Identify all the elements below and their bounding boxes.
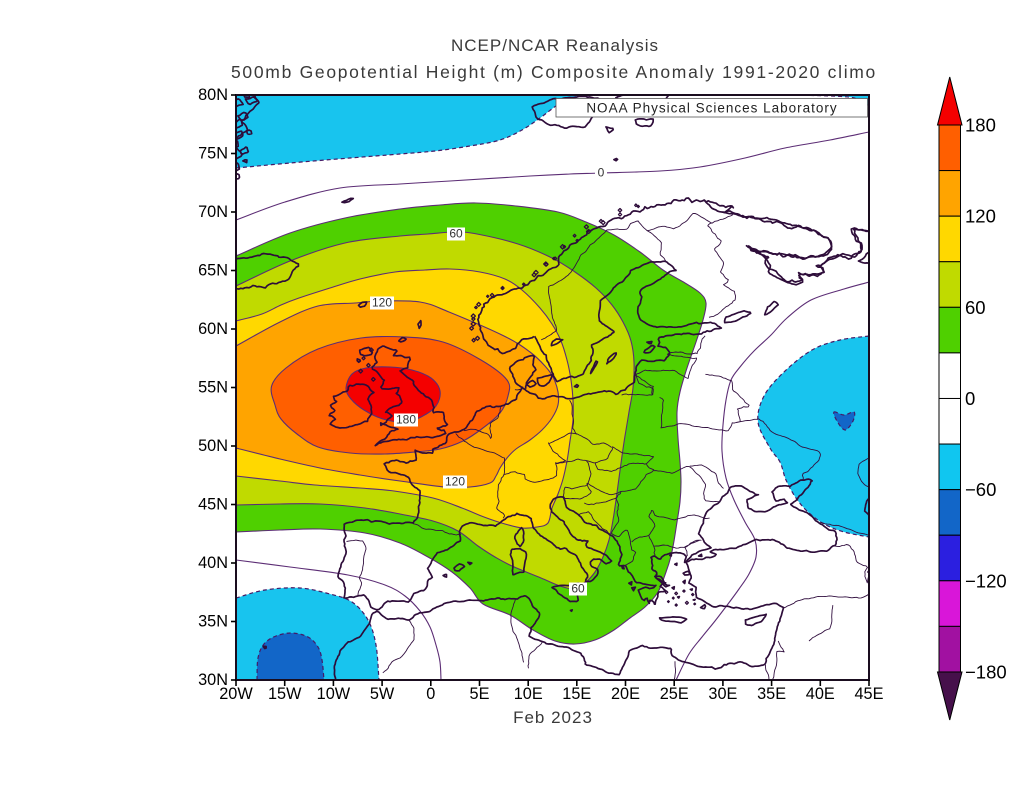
svg-text:35N: 35N: [198, 613, 228, 631]
svg-text:55N: 55N: [198, 379, 228, 397]
svg-text:Feb 2023: Feb 2023: [513, 708, 593, 727]
svg-text:40N: 40N: [198, 554, 228, 572]
svg-text:10E: 10E: [514, 685, 543, 703]
svg-text:60N: 60N: [198, 320, 228, 338]
svg-text:NCEP/NCAR Reanalysis: NCEP/NCAR Reanalysis: [451, 36, 659, 55]
svg-text:75N: 75N: [198, 145, 228, 163]
svg-text:120: 120: [965, 206, 996, 227]
svg-text:15W: 15W: [268, 685, 302, 703]
svg-text:70N: 70N: [198, 203, 228, 221]
svg-text:65N: 65N: [198, 262, 228, 280]
svg-text:15E: 15E: [562, 685, 591, 703]
svg-text:45E: 45E: [855, 685, 884, 703]
svg-text:45N: 45N: [198, 496, 228, 514]
svg-text:35E: 35E: [757, 685, 786, 703]
svg-text:10W: 10W: [317, 685, 351, 703]
svg-text:120: 120: [445, 475, 465, 489]
svg-text:NOAA Physical Sciences Laborat: NOAA Physical Sciences Laboratory: [586, 101, 837, 116]
svg-text:120: 120: [372, 296, 392, 310]
svg-text:−180: −180: [965, 662, 1007, 683]
svg-text:0: 0: [965, 388, 975, 409]
svg-text:180: 180: [965, 115, 996, 136]
svg-text:5W: 5W: [370, 685, 395, 703]
svg-text:500mb Geopotential Height (m): 500mb Geopotential Height (m) Composite …: [231, 62, 877, 82]
svg-text:180: 180: [396, 413, 416, 427]
svg-text:30N: 30N: [198, 671, 228, 689]
svg-text:5E: 5E: [470, 685, 490, 703]
svg-text:60: 60: [965, 297, 986, 318]
svg-text:50N: 50N: [198, 437, 228, 455]
svg-text:30E: 30E: [708, 685, 737, 703]
svg-text:20W: 20W: [219, 685, 253, 703]
svg-text:25E: 25E: [660, 685, 689, 703]
svg-text:20E: 20E: [611, 685, 640, 703]
svg-text:80N: 80N: [198, 86, 228, 104]
svg-text:60: 60: [449, 227, 463, 241]
svg-text:40E: 40E: [806, 685, 835, 703]
svg-text:−60: −60: [965, 479, 996, 500]
svg-text:60: 60: [571, 582, 585, 596]
svg-text:0: 0: [598, 166, 605, 180]
svg-text:−120: −120: [965, 570, 1007, 591]
svg-text:0: 0: [426, 685, 435, 703]
